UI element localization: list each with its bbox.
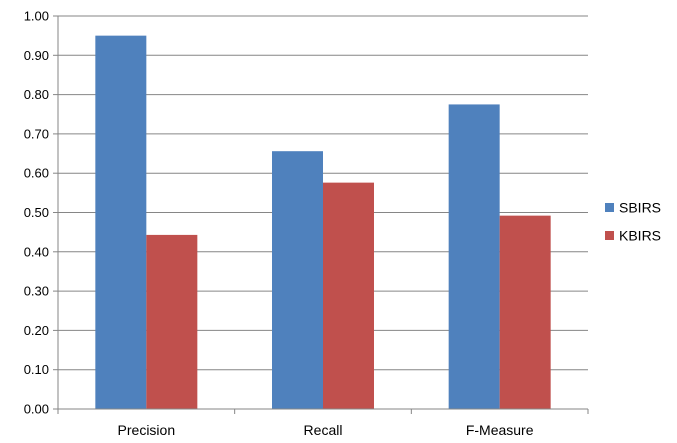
y-tick-labels: 0.00 0.10 0.20 0.30 0.40 0.50 0.60 0.70 0.80 0.90… [24,9,49,417]
bars [95,35,551,410]
bar-kbirs-precision [146,234,198,409]
bar-sbirs-f-measure [448,104,500,410]
x-category-label: Precision [118,422,176,438]
legend-label-sbirs: SBIRS [619,200,661,216]
bar-kbirs-f-measure [499,215,551,409]
x-category-label: Recall [304,422,343,438]
bar-kbirs-recall [323,182,374,409]
y-tick-label: 0.20 [24,323,49,338]
y-tick-label: 0.60 [24,166,49,181]
legend-swatch-kbirs [605,231,614,240]
bar-sbirs-precision [95,35,147,410]
x-category-label: F-Measure [466,422,534,438]
legend-swatch-sbirs [605,203,614,212]
y-tick-label: 0.70 [24,126,49,141]
y-tick-label: 0.90 [24,48,49,63]
y-tick-label: 0.30 [24,284,49,299]
bar-sbirs-recall [272,151,323,409]
y-tick-label: 0.10 [24,362,49,377]
axes [53,15,589,414]
y-tick-label: 0.00 [24,402,49,417]
y-tick-label: 0.40 [24,244,49,259]
legend: SBIRS KBIRS [605,200,661,244]
y-tick-label: 1.00 [24,9,49,24]
y-tick-label: 0.50 [24,205,49,220]
x-tick-labels: Precision Recall F-Measure [118,422,534,438]
legend-label-kbirs: KBIRS [619,228,661,244]
y-tick-label: 0.80 [24,87,49,102]
